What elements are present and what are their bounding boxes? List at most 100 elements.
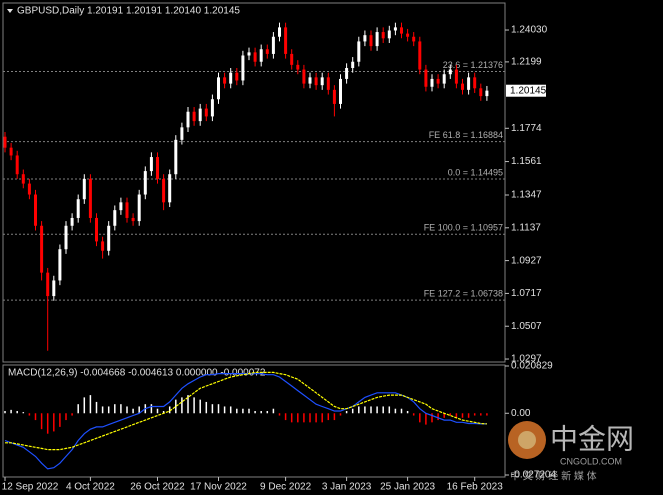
candle-body [351,61,355,68]
candle-body [162,178,166,203]
candle-body [387,30,391,39]
candle-body [186,111,190,128]
candle-body [125,202,129,218]
histogram-bar [431,413,433,423]
candle-body [210,99,214,117]
y-tick-label: -0.027204 [511,470,556,481]
histogram-bar [168,406,171,414]
candle-body [70,217,74,226]
level-label: FE 61.8 = 1.16884 [429,130,503,140]
candle-body [247,52,251,56]
macd-line [5,371,487,451]
level-label: 23.6 = 1.21376 [443,60,503,70]
watermark-slogan: 中 文 财 经 新 媒 体 [510,470,597,483]
candle-body [88,178,92,218]
histogram-bar [101,406,104,414]
candle-body [131,217,135,222]
candle-body [339,78,342,104]
histogram-bar [34,413,37,421]
histogram-bar [486,413,488,416]
candle-body [412,36,416,42]
histogram-bar [364,406,366,414]
histogram-bar [254,410,256,414]
x-tick-label: 16 Feb 2023 [447,482,504,493]
histogram-bar [156,408,159,414]
candle-body [15,155,19,175]
candle-body [168,174,172,203]
candle-body [430,78,434,87]
candle-body [442,74,446,84]
candle-body [302,69,306,84]
candle-body [119,202,123,211]
histogram-bar [443,413,445,418]
x-tick-label: 4 Oct 2022 [66,482,115,493]
histogram-bar [89,395,92,414]
histogram-bar [480,413,482,416]
histogram-bar [303,413,305,423]
histogram-bar [425,413,427,425]
histogram-bar [199,399,201,414]
histogram-bar [376,406,378,414]
histogram-bar [223,406,226,414]
chart-title: GBPUSD,Daily 1.20191 1.20191 1.20140 1.2… [17,6,240,17]
last-price-label: 1.20145 [510,85,547,96]
histogram-bar [65,413,67,421]
histogram-bar [309,413,311,423]
candle-body [363,35,367,42]
y-tick-label: 1.1561 [511,156,542,167]
candle-body [52,280,56,297]
histogram-bar [412,413,415,416]
histogram-bar [150,404,153,414]
histogram-bar [370,406,372,414]
histogram-bar [242,408,244,414]
x-tick-label: 25 Jan 2023 [380,482,435,493]
candle-body [284,27,288,54]
x-tick-label: 12 Sep 2022 [2,482,59,493]
histogram-bar [290,413,293,423]
x-tick-label: 9 Dec 2022 [260,482,312,493]
candle-body [424,69,428,87]
histogram-bar [40,413,43,430]
candle-body [308,77,312,84]
histogram-bar [382,406,384,414]
candle-body [357,41,361,62]
candle-body [101,241,105,251]
candle-body [375,32,379,47]
candle-body [76,199,80,218]
candle-body [418,41,422,70]
candle-body [320,77,324,86]
histogram-bar [449,413,452,416]
histogram-bar [333,413,336,421]
candle-body [290,53,294,65]
histogram-bar [345,410,348,414]
candle-body [143,171,147,195]
histogram-bar [351,408,354,414]
histogram-bar [205,401,208,414]
histogram-bar [455,413,458,418]
histogram-bar [217,404,220,414]
candle-body [259,49,263,62]
histogram-bar [95,401,98,414]
histogram-bar [248,408,250,414]
histogram-bar [236,408,238,414]
histogram-bar [419,413,421,423]
title-marker [7,9,13,13]
histogram-bar [138,406,140,414]
y-tick-label: 0.00 [511,408,531,419]
histogram-bar [28,413,31,416]
histogram-bar [22,412,25,414]
watermark-site: CNGOLD.COM [560,456,622,466]
histogram-bar [46,413,49,434]
candle-body [241,55,245,81]
candle-body [217,77,220,100]
last-price-box [506,84,546,97]
histogram-bar [388,406,391,414]
candle-body [64,225,68,250]
level-label: FE 127.2 = 1.06738 [424,289,503,299]
candle-body [369,35,373,47]
histogram-bar [77,404,79,414]
candle-body [95,217,98,242]
histogram-bar [284,413,287,421]
candle-body [296,64,300,70]
